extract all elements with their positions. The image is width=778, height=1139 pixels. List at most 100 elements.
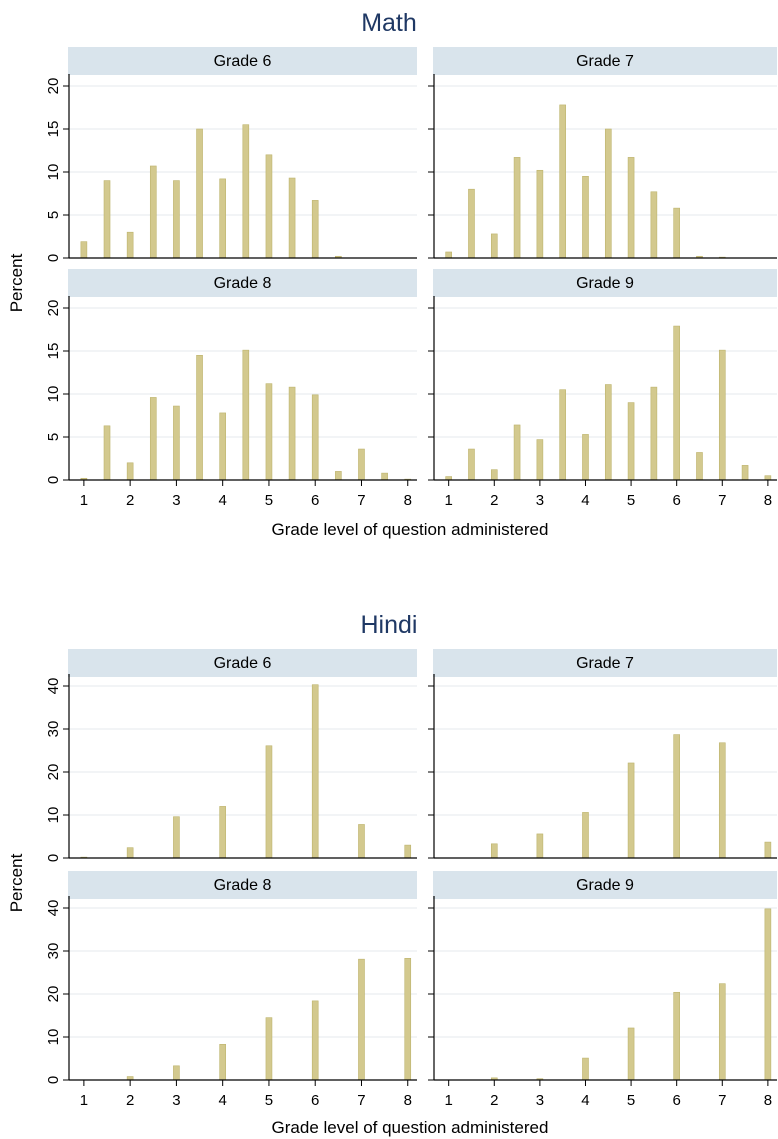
bar xyxy=(381,472,388,481)
x-tick-label: 6 xyxy=(311,1092,319,1109)
panel-strip xyxy=(68,649,417,677)
bar xyxy=(311,394,319,481)
bar xyxy=(80,241,88,259)
bar xyxy=(718,349,726,481)
bar xyxy=(126,847,134,859)
panel-strip xyxy=(433,871,777,899)
x-tick-label: 3 xyxy=(536,492,544,509)
bar xyxy=(559,389,566,481)
panel-grade-8: Grade 8 0 5 10 15 20 1 2 3 4 5 6 7 8 xyxy=(45,269,417,509)
bar xyxy=(103,180,111,259)
bar xyxy=(490,843,498,859)
y-tick-label: 40 xyxy=(45,900,62,917)
panel-grade-6: Grade 6 0 10 20 30 40 xyxy=(45,649,417,862)
y-tick-label: 40 xyxy=(45,678,62,695)
bar xyxy=(536,439,544,481)
x-tick-label: 4 xyxy=(219,1092,227,1109)
chart-math: Math Percent Grade level of question admin… xyxy=(7,9,777,539)
panel-strip xyxy=(68,269,417,297)
bar xyxy=(582,812,589,859)
x-tick-label: 3 xyxy=(172,1092,180,1109)
y-axis-label: Percent xyxy=(7,853,26,912)
x-tick-label: 4 xyxy=(219,492,227,509)
bar xyxy=(604,384,612,481)
x-tick-label: 4 xyxy=(581,492,589,509)
y-tick-label: 0 xyxy=(45,476,62,484)
bar xyxy=(311,1000,319,1081)
bar xyxy=(582,1057,589,1081)
panel-strip-label: Grade 7 xyxy=(576,53,634,70)
y-axis-label: Percent xyxy=(7,253,26,312)
bar xyxy=(696,452,703,481)
x-tick-label: 1 xyxy=(445,492,453,509)
bar xyxy=(490,233,498,259)
y-tick-label: 5 xyxy=(45,211,62,219)
bar xyxy=(468,188,475,259)
bar xyxy=(604,128,612,259)
bar xyxy=(242,124,250,259)
bar xyxy=(741,465,749,481)
bar xyxy=(265,1017,273,1081)
bar xyxy=(627,762,635,859)
bar xyxy=(242,349,250,481)
bar xyxy=(468,448,475,481)
x-tick-label: 5 xyxy=(265,1092,273,1109)
x-tick-label: 5 xyxy=(627,1092,635,1109)
panel-strip-label: Grade 9 xyxy=(576,275,634,292)
bar xyxy=(358,824,365,859)
bar xyxy=(173,1065,180,1081)
bar xyxy=(673,991,680,1081)
bar xyxy=(265,154,273,259)
bar xyxy=(650,386,658,481)
bar xyxy=(673,207,680,259)
bar xyxy=(219,806,226,859)
panel-grade-8: Grade 8 0 10 20 30 40 1 2 3 4 5 6 7 8 xyxy=(45,871,417,1109)
y-tick-label: 10 xyxy=(45,807,62,824)
y-tick-label: 5 xyxy=(45,433,62,441)
bar xyxy=(764,841,772,859)
y-tick-label: 0 xyxy=(45,854,62,862)
x-tick-label: 1 xyxy=(445,1092,453,1109)
panel-strip-label: Grade 6 xyxy=(214,53,272,70)
x-tick-label: 7 xyxy=(718,1092,726,1109)
panel-strip xyxy=(433,47,777,75)
bar xyxy=(196,354,203,481)
y-tick-label: 30 xyxy=(45,721,62,738)
bar xyxy=(103,425,111,481)
bar xyxy=(404,844,412,859)
x-tick-label: 2 xyxy=(490,1092,498,1109)
panel-strip xyxy=(68,871,417,899)
x-tick-label: 1 xyxy=(80,1092,88,1109)
x-tick-label: 2 xyxy=(126,492,134,509)
bar xyxy=(582,434,589,481)
x-tick-label: 7 xyxy=(718,492,726,509)
bar xyxy=(219,178,226,259)
panel-strip-label: Grade 8 xyxy=(214,877,272,894)
panel-grade-6: Grade 6 0 5 10 15 20 xyxy=(45,47,417,262)
x-tick-label: 5 xyxy=(265,492,273,509)
bar xyxy=(764,908,772,1081)
bar xyxy=(718,742,726,859)
x-tick-label: 5 xyxy=(627,492,635,509)
y-tick-label: 20 xyxy=(45,300,62,317)
bar xyxy=(311,684,319,859)
bar xyxy=(490,469,498,481)
bar xyxy=(288,386,296,481)
x-tick-label: 6 xyxy=(311,492,319,509)
bar xyxy=(173,180,180,259)
y-tick-label: 15 xyxy=(45,121,62,138)
y-tick-label: 0 xyxy=(45,254,62,262)
x-tick-label: 8 xyxy=(764,1092,772,1109)
panel-strip xyxy=(433,269,777,297)
x-tick-label: 6 xyxy=(673,492,681,509)
bar xyxy=(219,1044,226,1081)
bar xyxy=(358,958,365,1081)
chart-title: Hindi xyxy=(361,611,418,639)
bar xyxy=(513,157,521,259)
x-tick-label: 1 xyxy=(80,492,88,509)
bar xyxy=(358,448,365,481)
bar xyxy=(673,734,680,859)
x-tick-label: 3 xyxy=(172,492,180,509)
x-tick-label: 3 xyxy=(536,1092,544,1109)
